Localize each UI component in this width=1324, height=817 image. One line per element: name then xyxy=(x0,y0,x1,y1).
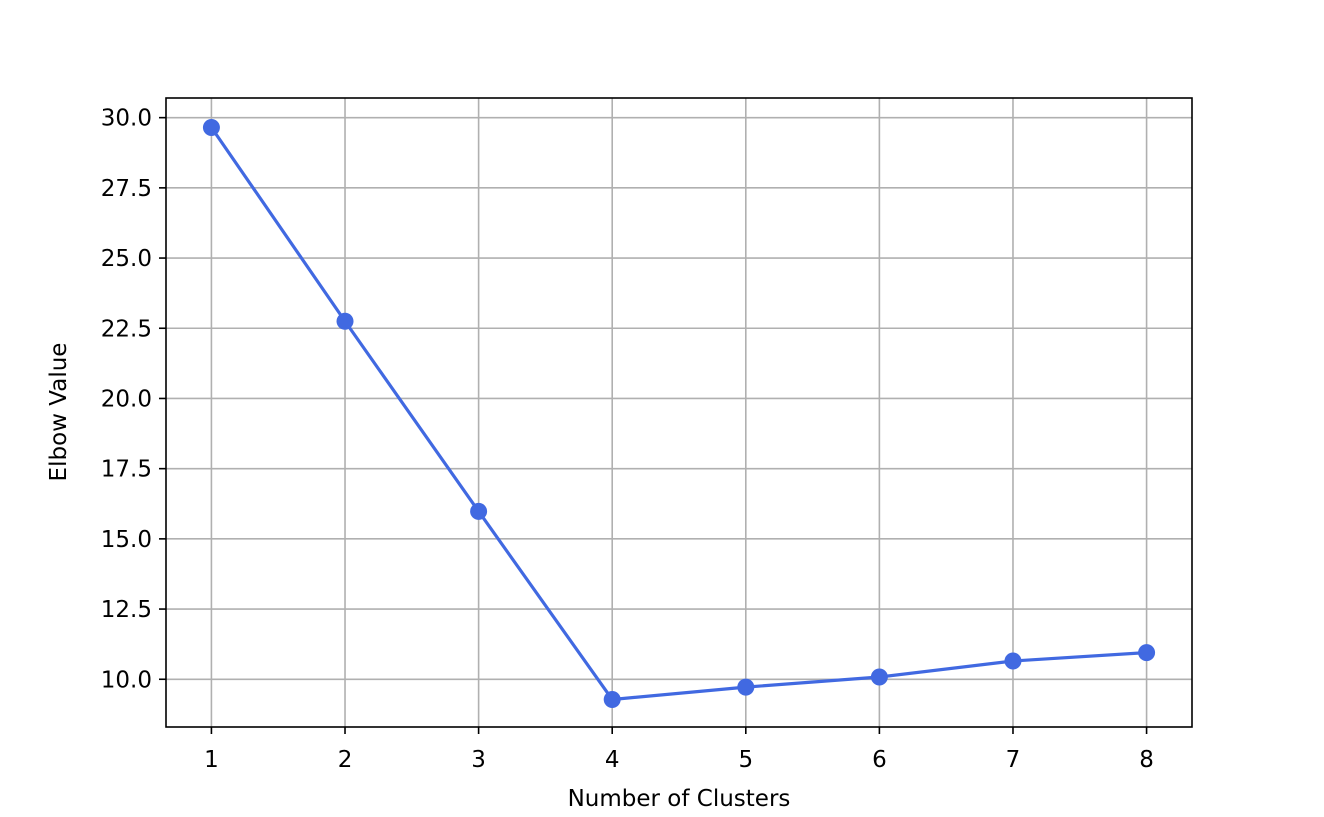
data-point xyxy=(202,118,220,136)
y-tick-label: 15.0 xyxy=(101,527,152,553)
data-point xyxy=(870,668,888,686)
x-tick-label: 8 xyxy=(1139,747,1154,773)
data-point xyxy=(1004,652,1022,670)
y-tick-label: 30.0 xyxy=(101,106,152,132)
series-line xyxy=(210,126,1147,702)
x-tick-label: 3 xyxy=(471,747,486,773)
y-tick-label: 12.5 xyxy=(101,597,152,623)
data-point xyxy=(470,502,488,520)
series xyxy=(202,118,1156,708)
plot-frame xyxy=(165,97,1193,728)
y-axis-label: Elbow Value xyxy=(46,343,72,482)
y-tick-label: 27.5 xyxy=(101,176,152,202)
data-point xyxy=(1138,644,1156,662)
x-tick-label: 4 xyxy=(605,747,620,773)
x-tick-label: 6 xyxy=(872,747,887,773)
x-axis-ticks: 1 2 3 4 5 6 7 8 xyxy=(204,727,1154,773)
y-tick-label: 20.0 xyxy=(101,386,152,412)
grid xyxy=(166,98,1192,727)
y-tick-label: 22.5 xyxy=(101,316,152,342)
data-point xyxy=(336,312,354,330)
y-axis-ticks: 10.0 12.5 15.0 17.5 20.0 22.5 25.0 27.5 30.0 xyxy=(101,106,166,693)
x-axis-label: Number of Clusters xyxy=(568,786,791,812)
y-tick-label: 17.5 xyxy=(101,457,152,483)
x-tick-label: 5 xyxy=(738,747,753,773)
data-point xyxy=(603,690,621,708)
data-point xyxy=(737,678,755,696)
y-tick-label: 25.0 xyxy=(101,246,152,272)
x-tick-label: 7 xyxy=(1006,747,1021,773)
x-tick-label: 2 xyxy=(338,747,353,773)
x-tick-label: 1 xyxy=(204,747,219,773)
y-tick-label: 10.0 xyxy=(101,667,152,693)
